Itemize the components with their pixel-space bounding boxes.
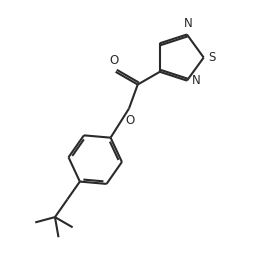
Text: N: N [191,74,200,87]
Text: S: S [208,51,216,64]
Text: N: N [184,17,193,30]
Text: O: O [126,114,135,127]
Text: O: O [110,54,119,67]
